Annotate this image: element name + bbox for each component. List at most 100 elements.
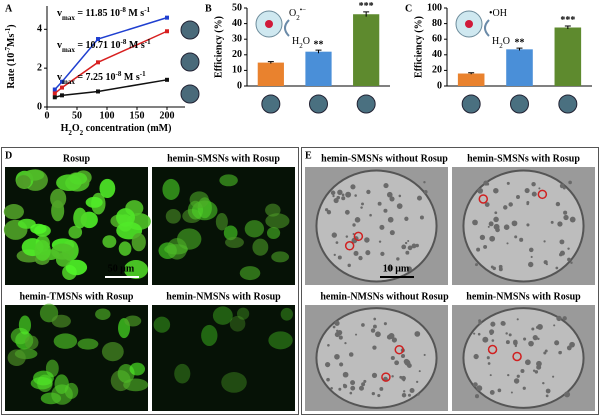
- y-tick-label: 10: [232, 65, 242, 76]
- granule: [389, 230, 395, 236]
- granule: [419, 215, 424, 220]
- granule: [478, 321, 482, 325]
- granule: [569, 341, 575, 348]
- granule: [508, 333, 512, 337]
- cell: [212, 306, 233, 325]
- fluorescence-image: [152, 305, 295, 411]
- granule: [524, 187, 530, 194]
- cell: [73, 207, 87, 229]
- granule: [406, 363, 412, 369]
- granule: [530, 255, 533, 259]
- vmax-annotation-part: -8: [116, 70, 122, 78]
- vmax-annotation-part: -8: [121, 38, 127, 46]
- granule: [557, 221, 563, 227]
- granule: [510, 391, 513, 394]
- granule: [401, 392, 407, 398]
- granule: [531, 327, 535, 331]
- marker-circle: [478, 194, 489, 204]
- vmax-annotation-part: = 10.71 10: [75, 40, 121, 51]
- granule: [558, 350, 562, 355]
- bar: [554, 27, 582, 86]
- granule: [361, 202, 364, 206]
- x-axis-label-part: H: [61, 123, 69, 134]
- granule: [554, 340, 560, 346]
- panel-label: A: [5, 3, 13, 14]
- granule: [337, 255, 342, 260]
- granule: [559, 239, 565, 245]
- point: [165, 29, 169, 34]
- granule: [394, 360, 400, 366]
- cell: [153, 316, 171, 333]
- granule: [372, 345, 377, 350]
- granule: [383, 208, 388, 213]
- granule: [523, 337, 527, 341]
- significance: **: [314, 39, 324, 50]
- granule: [514, 235, 518, 239]
- granule: [423, 189, 428, 194]
- y-axis-label: Rate (10-7Ms-1): [4, 24, 18, 88]
- image-caption: hemin-TMSNs with Rosup: [20, 291, 134, 302]
- error-bar: [564, 25, 571, 30]
- reaction-reactant-part: 2: [296, 14, 300, 22]
- granule: [553, 324, 556, 327]
- x-tick-label: 100: [100, 110, 115, 121]
- y-tick-label: 40: [232, 18, 242, 29]
- cell: [225, 236, 244, 248]
- particle-icon: [309, 94, 328, 114]
- point: [96, 89, 100, 94]
- granule: [513, 378, 520, 384]
- cell: [252, 238, 269, 256]
- cell: [221, 372, 247, 393]
- granule: [330, 190, 336, 196]
- granule: [487, 225, 490, 228]
- granule: [403, 358, 410, 365]
- image-caption: hemin-NMSNs without Rosup: [320, 291, 449, 302]
- granule: [361, 382, 366, 387]
- granule: [520, 368, 525, 373]
- granule: [559, 250, 565, 256]
- y-tick-label: 100: [427, 2, 442, 13]
- vmax-annotation-part: M s: [126, 40, 144, 51]
- error-bar: [315, 49, 322, 54]
- scale-bar-label: 50 μm: [108, 263, 135, 274]
- granule: [506, 181, 510, 185]
- granule: [391, 375, 394, 378]
- granule: [414, 331, 421, 337]
- reaction-reactant-part: •−: [300, 6, 306, 14]
- bar: [457, 73, 485, 86]
- cell: [268, 331, 293, 350]
- granule: [343, 384, 348, 389]
- vmax-annotation: vmax = 11.85 10-8 M s-1: [57, 6, 151, 22]
- particle-icon: [510, 94, 529, 114]
- granule: [534, 370, 539, 374]
- granule: [477, 187, 484, 194]
- granule: [353, 250, 359, 256]
- y-axis-label-part: ): [6, 24, 17, 27]
- granule: [569, 216, 576, 223]
- vmax-annotation-part: = 11.85 10: [75, 8, 120, 19]
- granule: [416, 380, 419, 384]
- cell: [7, 349, 26, 367]
- granule: [552, 375, 555, 378]
- granule: [396, 257, 400, 261]
- cell: [165, 208, 181, 224]
- marker-circle: [381, 372, 391, 382]
- cell: [95, 308, 111, 320]
- granule: [570, 261, 573, 265]
- granule: [380, 251, 385, 256]
- image-caption: hemin-SMSNs without Rosup: [321, 153, 448, 164]
- granule: [493, 216, 499, 223]
- granule: [489, 329, 495, 335]
- granule: [494, 211, 498, 215]
- granule: [538, 187, 541, 190]
- point: [165, 15, 169, 20]
- reaction-product-part: 2: [299, 42, 303, 50]
- vmax-annotation-part: max: [62, 46, 75, 54]
- granule: [516, 318, 519, 321]
- vmax-annotation-part: v: [57, 72, 62, 83]
- cell: [265, 213, 290, 229]
- granule: [487, 362, 491, 365]
- vmax-annotation-part: max: [62, 14, 75, 22]
- granule: [507, 373, 510, 377]
